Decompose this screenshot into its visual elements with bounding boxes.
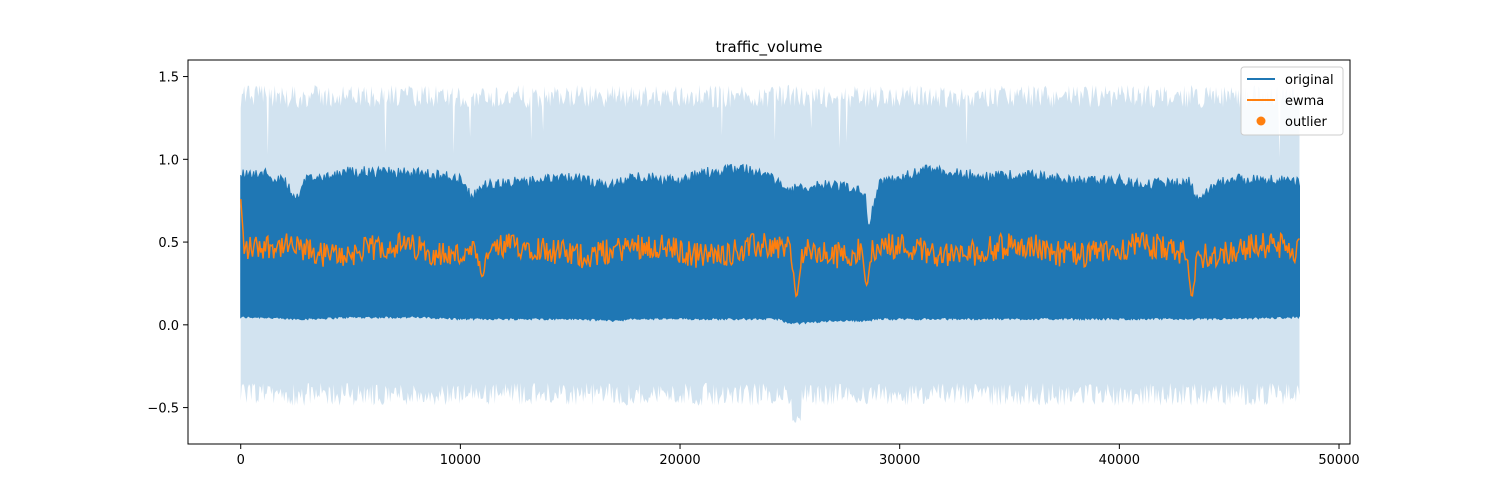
x-tick-label: 20000 xyxy=(659,453,700,468)
legend-marker-outlier xyxy=(1256,116,1266,126)
x-tick-label: 10000 xyxy=(440,453,481,468)
x-tick-label: 50000 xyxy=(1318,453,1359,468)
legend-label-ewma: ewma xyxy=(1285,94,1324,109)
legend-label-original: original xyxy=(1285,73,1334,88)
legend-box xyxy=(1240,66,1344,136)
y-tick-label: 1.5 xyxy=(158,71,179,86)
x-tick-label: 30000 xyxy=(879,453,920,468)
legend-label-outlier: outlier xyxy=(1285,115,1328,130)
series-ewma xyxy=(239,198,1300,298)
x-tick-label: 40000 xyxy=(1099,453,1140,468)
y-tick-label: 1.0 xyxy=(158,153,179,168)
y-tick-label: 0.0 xyxy=(158,319,179,334)
y-tick-label: −0.5 xyxy=(147,402,179,417)
chart-title: traffic_volume xyxy=(715,38,822,57)
x-axis: 0 10000 20000 30000 40000 50000 xyxy=(237,444,1360,468)
legend: original ewma outlier xyxy=(1240,66,1344,136)
y-tick-label: 0.5 xyxy=(158,236,179,251)
x-tick-label: 0 xyxy=(237,453,245,468)
axes-frame xyxy=(187,59,1351,445)
y-axis: −0.5 0.0 0.5 1.0 1.5 xyxy=(147,71,188,417)
series-ewma-line xyxy=(239,198,1300,298)
